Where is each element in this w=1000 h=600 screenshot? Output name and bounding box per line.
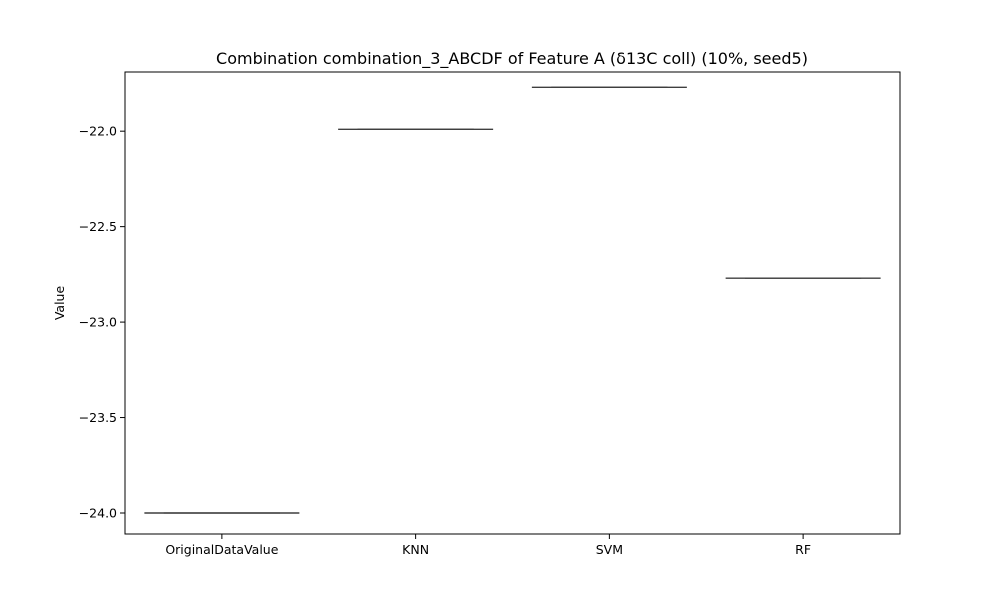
x-tick-label: OriginalDataValue [165, 542, 278, 557]
y-axis-label: Value [52, 286, 67, 321]
y-tick-label: −23.0 [79, 315, 117, 330]
plot-area-frame [124, 71, 901, 535]
y-axis: −24.0 −23.5 −23.0 −22.5 −22.0 [79, 124, 125, 521]
x-tick-label: RF [795, 542, 811, 557]
x-tick-label: KNN [402, 542, 429, 557]
y-tick-label: −22.0 [79, 124, 117, 139]
box-series [144, 86, 881, 514]
y-tick-label: −22.5 [79, 219, 117, 234]
x-tick-label: SVM [596, 542, 623, 557]
chart-title: Combination combination_3_ABCDF of Featu… [216, 49, 808, 69]
y-tick-label: −24.0 [79, 506, 117, 521]
x-axis: OriginalDataValue KNN SVM RF [165, 534, 811, 557]
y-tick-label: −23.5 [79, 410, 117, 425]
